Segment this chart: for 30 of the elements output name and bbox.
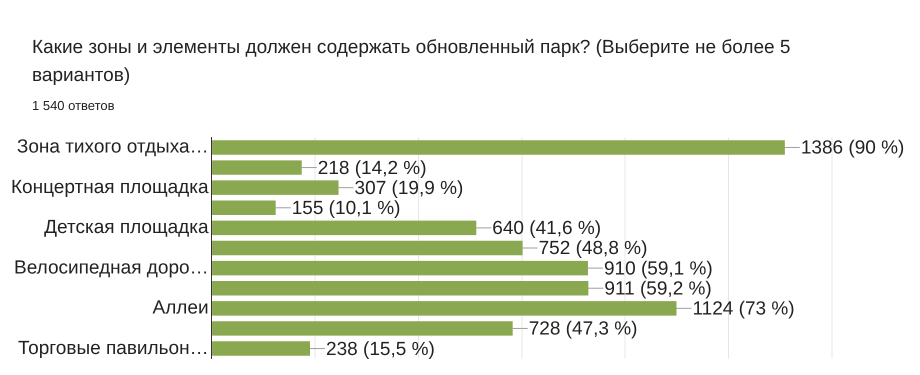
data-label: 752 (48,8 %) — [538, 238, 648, 260]
data-label: 728 (47,3 %) — [528, 318, 638, 340]
bar — [212, 240, 523, 256]
y-tick-label: Велосипедная доро… — [14, 257, 209, 278]
data-label: 307 (19,9 %) — [354, 178, 464, 199]
data-label: 911 (59,2 %) — [604, 278, 712, 300]
data-label: 910 (59,1 %) — [604, 258, 713, 280]
data-label: 238 (15,5 %) — [326, 338, 435, 360]
data-label: 1386 (90 %) — [800, 138, 904, 159]
data-label: 218 (14,2 %) — [318, 158, 427, 179]
data-label: 640 (41,6 %) — [492, 218, 602, 240]
bar — [212, 260, 588, 276]
bar — [212, 200, 276, 216]
bar — [212, 280, 588, 296]
text: 1 540 ответов — [31, 97, 116, 113]
y-tick-label: Аллеи — [152, 298, 209, 319]
bar — [212, 220, 476, 236]
bar — [212, 140, 785, 155]
data-label: 1124 (73 %) — [692, 298, 795, 320]
bar — [212, 180, 339, 195]
bar — [212, 341, 310, 356]
bar — [212, 301, 676, 316]
y-tick-label: Концертная площадка — [10, 176, 209, 198]
data-label: 155 (10,1 %) — [292, 198, 400, 220]
chart-title: Какие зоны и элементы должен содержать обновленный парк? (Выберите не более 5 вариантов) — [31, 36, 792, 88]
y-tick-label: Зона тихого отдыха… — [16, 136, 209, 158]
y-tick-label: Торговые павильон… — [18, 338, 209, 359]
bar — [212, 160, 302, 175]
y-tick-label: Детская площадка — [44, 217, 209, 238]
bar — [212, 321, 513, 336]
